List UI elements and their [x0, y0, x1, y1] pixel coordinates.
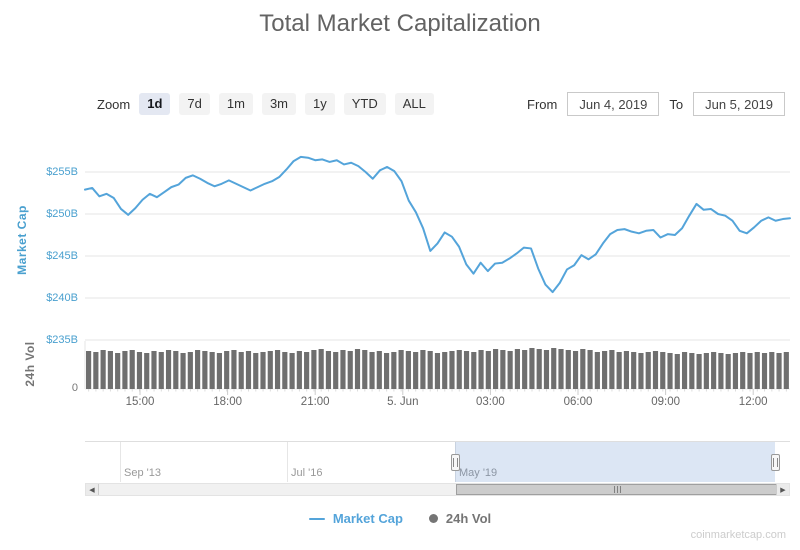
navigator: Sep '13 Jul '16 May '19: [85, 441, 790, 482]
to-date-input[interactable]: Jun 5, 2019: [693, 92, 786, 116]
yaxis-title-24h-vol: 24h Vol: [23, 341, 37, 387]
line-marker-icon: [308, 517, 325, 520]
navigator-label: Sep '13: [124, 467, 161, 479]
zoom-toolbar: Zoom 1d 7d 1m 3m 1y YTD ALL: [97, 92, 434, 116]
from-date-input[interactable]: Jun 4, 2019: [567, 92, 660, 116]
xaxis-tick-label: 09:00: [651, 396, 680, 408]
scrollbar-left-arrow-icon[interactable]: ◀: [86, 484, 99, 495]
navigator-label: Jul '16: [291, 467, 323, 479]
page-title: Total Market Capitalization: [259, 10, 541, 37]
date-range-toolbar: From Jun 4, 2019 To Jun 5, 2019: [527, 92, 786, 116]
chart-legend: Market Cap 24h Vol: [0, 511, 800, 526]
yaxis-tick-label: $245B: [46, 250, 78, 262]
yaxis-tick-label: $240B: [46, 292, 78, 304]
legend-label: 24h Vol: [445, 511, 492, 526]
legend-item-24h-vol[interactable]: 24h Vol: [428, 511, 492, 526]
from-label: From: [527, 96, 558, 112]
zoom-button-ytd[interactable]: YTD: [343, 93, 386, 115]
zoom-button-1d[interactable]: 1d: [139, 93, 171, 115]
navigator-label: May '19: [459, 467, 498, 479]
chart-plot-area[interactable]: [85, 140, 790, 389]
zoom-button-1m[interactable]: 1m: [218, 93, 253, 115]
zoom-buttons: 1d 7d 1m 3m 1y YTD ALL: [139, 93, 434, 115]
navigator-selected-range[interactable]: [455, 442, 775, 482]
zoom-button-3m[interactable]: 3m: [261, 93, 296, 115]
scrollbar-right-arrow-icon[interactable]: ▶: [776, 484, 789, 495]
navigator-right-handle[interactable]: [771, 454, 780, 471]
yaxis-tick-label: $255B: [46, 166, 78, 178]
xaxis-tick-label: 12:00: [738, 396, 768, 408]
scrollbar-thumb[interactable]: [456, 484, 779, 495]
zoom-button-1y[interactable]: 1y: [305, 93, 335, 115]
circle-marker-icon: [428, 514, 438, 523]
xaxis-tick-label: 5. Jun: [387, 396, 419, 408]
yaxis-title-market-cap: Market Cap: [15, 205, 29, 275]
scrollbar-grip-icon: [613, 486, 622, 493]
legend-item-market-cap[interactable]: Market Cap: [308, 511, 403, 526]
scrollbar[interactable]: ◀ ▶: [85, 483, 790, 496]
navigator-gridline: [287, 442, 288, 482]
zoom-label: Zoom: [97, 96, 131, 112]
xaxis-tick-label: 18:00: [213, 396, 242, 408]
legend-label: Market Cap: [332, 511, 403, 526]
navigator-left-handle[interactable]: [451, 454, 460, 471]
xaxis-tick-label: 03:00: [476, 396, 505, 408]
watermark: coinmarketcap.com: [690, 529, 786, 541]
yaxis-tick-label: $250B: [46, 208, 78, 220]
yaxis-tick-label: $235B: [46, 334, 78, 346]
xaxis-tick-label: 15:00: [125, 396, 155, 408]
to-label: To: [669, 96, 684, 112]
xaxis-tick-label: 06:00: [563, 396, 593, 408]
zoom-button-7d[interactable]: 7d: [179, 93, 210, 115]
xaxis-tick-label: 21:00: [300, 396, 330, 408]
navigator-gridline: [120, 442, 121, 482]
volume-axis-zero-label: 0: [71, 382, 78, 394]
zoom-button-all[interactable]: ALL: [394, 93, 434, 115]
